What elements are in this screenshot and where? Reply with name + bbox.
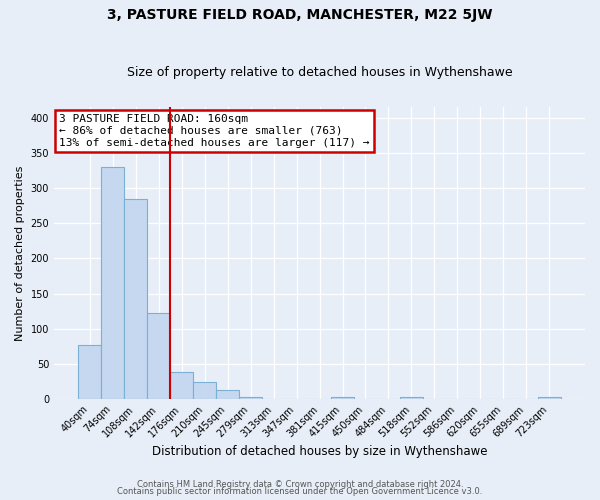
Bar: [193, 382, 216, 399]
Text: Contains public sector information licensed under the Open Government Licence v3: Contains public sector information licen…: [118, 487, 482, 496]
X-axis label: Distribution of detached houses by size in Wythenshawe: Distribution of detached houses by size …: [152, 444, 487, 458]
Bar: [101, 167, 124, 399]
Title: Size of property relative to detached houses in Wythenshawe: Size of property relative to detached ho…: [127, 66, 512, 80]
Bar: [216, 390, 239, 399]
Bar: [124, 199, 147, 399]
Bar: [400, 397, 423, 399]
Bar: [331, 397, 354, 399]
Y-axis label: Number of detached properties: Number of detached properties: [15, 166, 25, 341]
Bar: [78, 345, 101, 399]
Bar: [538, 397, 561, 399]
Text: 3 PASTURE FIELD ROAD: 160sqm
← 86% of detached houses are smaller (763)
13% of s: 3 PASTURE FIELD ROAD: 160sqm ← 86% of de…: [59, 114, 370, 148]
Bar: [170, 372, 193, 399]
Bar: [147, 312, 170, 399]
Text: Contains HM Land Registry data © Crown copyright and database right 2024.: Contains HM Land Registry data © Crown c…: [137, 480, 463, 489]
Bar: [239, 397, 262, 399]
Text: 3, PASTURE FIELD ROAD, MANCHESTER, M22 5JW: 3, PASTURE FIELD ROAD, MANCHESTER, M22 5…: [107, 8, 493, 22]
